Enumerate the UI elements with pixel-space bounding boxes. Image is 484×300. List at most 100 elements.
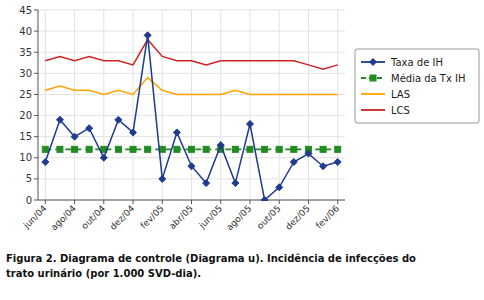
point — [203, 180, 210, 187]
y-tick-label: 35 — [19, 47, 32, 58]
point — [130, 146, 136, 152]
legend-frame — [355, 49, 479, 123]
point — [71, 133, 78, 140]
point — [335, 146, 341, 152]
y-tick — [34, 10, 38, 11]
series — [45, 78, 337, 95]
y-tick — [34, 157, 38, 158]
point — [159, 175, 166, 182]
point — [203, 146, 209, 152]
point — [334, 159, 341, 166]
grid-line-x — [308, 10, 309, 200]
point — [217, 142, 224, 149]
series-line — [45, 35, 337, 200]
point — [232, 180, 239, 187]
x-tick — [45, 200, 46, 204]
point — [276, 184, 283, 191]
point — [42, 146, 48, 152]
point — [130, 129, 137, 136]
x-tick-label: jun/05 — [196, 203, 224, 231]
point — [261, 197, 268, 202]
y-tick-label: 10 — [19, 152, 32, 163]
x-tick-label: dez/05 — [283, 203, 312, 232]
x-tick-label: abr/05 — [167, 203, 195, 231]
axes: 051015202530354045jun/04ago/04out/04dez/… — [19, 5, 345, 233]
legend: Taxa de IHMédia da Tx IHLASLCS — [355, 49, 479, 123]
x-tick — [308, 200, 309, 204]
point — [144, 32, 151, 39]
grid-line-x — [191, 10, 192, 200]
point — [232, 146, 238, 152]
y-tick — [34, 31, 38, 32]
x-tick-label: fev/05 — [138, 203, 165, 230]
legend-label: Taxa de IH — [390, 57, 443, 68]
grid-line-x — [249, 10, 250, 200]
legend-label: LAS — [391, 89, 410, 100]
series — [45, 40, 337, 70]
x-tick-label: jun/04 — [21, 203, 49, 231]
x-tick — [337, 200, 338, 204]
x-tick — [103, 200, 104, 204]
point — [262, 146, 268, 152]
y-tick — [34, 94, 38, 95]
legend-marker — [370, 59, 377, 66]
series-line — [45, 78, 337, 95]
legend-marker — [370, 75, 376, 81]
grid — [38, 10, 345, 200]
point — [86, 125, 93, 132]
y-tick — [34, 178, 38, 179]
x-tick — [220, 200, 221, 204]
grid-line-x — [133, 10, 134, 200]
point — [173, 129, 180, 136]
x-tick — [191, 200, 192, 204]
point — [115, 146, 121, 152]
y-tick — [34, 136, 38, 137]
y-tick — [34, 73, 38, 74]
point — [290, 159, 297, 166]
point — [305, 150, 312, 157]
point — [115, 116, 122, 123]
grid-line-x — [103, 10, 104, 200]
x-tick-label: ago/05 — [224, 203, 253, 232]
x-tick-label: dez/04 — [108, 203, 137, 232]
chart-container: 051015202530354045jun/04ago/04out/04dez/… — [0, 0, 484, 300]
x-tick — [74, 200, 75, 204]
grid-line-x — [337, 10, 338, 200]
x-tick-label: out/04 — [79, 203, 107, 231]
x-tick — [162, 200, 163, 204]
point — [100, 154, 107, 161]
grid-line-x — [45, 10, 46, 200]
y-axis-line — [38, 10, 39, 200]
y-tick-label: 45 — [19, 5, 32, 16]
point — [189, 146, 195, 152]
y-tick-label: 0 — [26, 195, 32, 206]
series — [42, 32, 341, 201]
grid-line-x — [279, 10, 280, 200]
series — [42, 146, 340, 152]
grid-line-x — [74, 10, 75, 200]
point — [42, 159, 49, 166]
point — [174, 146, 180, 152]
y-tick-label: 30 — [19, 68, 32, 79]
x-tick-label: fev/06 — [314, 203, 341, 230]
caption-line: trato urinário (por 1.000 SVD-dia). — [6, 268, 201, 279]
y-tick — [34, 52, 38, 53]
point — [246, 121, 253, 128]
legend-swatch — [361, 109, 385, 111]
point — [320, 163, 327, 170]
x-tick — [133, 200, 134, 204]
y-tick-label: 5 — [26, 173, 32, 184]
point — [145, 146, 151, 152]
point — [72, 146, 78, 152]
point — [276, 146, 282, 152]
y-tick — [34, 115, 38, 116]
point — [320, 146, 326, 152]
x-tick — [249, 200, 250, 204]
point — [188, 163, 195, 170]
legend-swatch — [361, 93, 385, 95]
y-tick — [34, 200, 38, 201]
point — [247, 146, 253, 152]
plot-area — [42, 32, 341, 201]
point — [86, 146, 92, 152]
y-tick-label: 40 — [19, 26, 32, 37]
